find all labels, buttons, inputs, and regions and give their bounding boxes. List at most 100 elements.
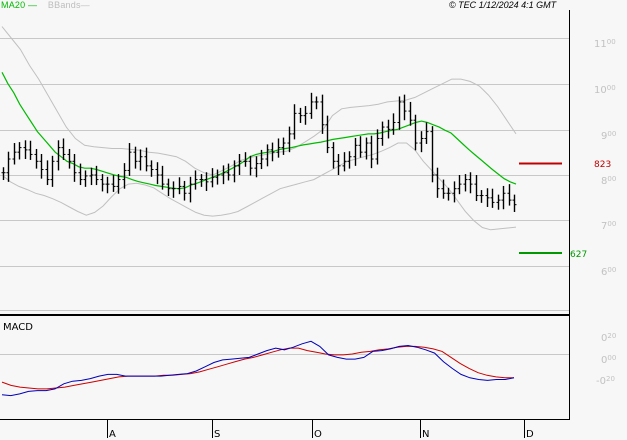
price-bar [457, 175, 462, 195]
y-tick-800: 800 [601, 175, 616, 187]
price-bar [402, 94, 407, 121]
price-bar [6, 151, 11, 182]
price-bar [270, 142, 275, 162]
price-bar [210, 168, 215, 188]
price-bar [375, 129, 380, 165]
price-bar [177, 177, 182, 195]
price-bar [56, 140, 61, 171]
price-bar [342, 152, 347, 172]
price-bar [232, 160, 237, 183]
price-bar [193, 170, 198, 190]
price-bar [237, 153, 242, 175]
macd-tick-000: 000 [601, 354, 616, 366]
price-bar [133, 146, 138, 169]
price-bar [391, 113, 396, 135]
price-bar [380, 121, 385, 146]
x-tick-sep: S [214, 429, 220, 440]
price-bar [496, 194, 501, 210]
copyright-timestamp: © TEC 1/12/2024 4:1 GMT [449, 0, 557, 10]
price-bar [408, 101, 413, 126]
price-bar [215, 169, 220, 185]
resistance-label: 823 [594, 160, 611, 170]
price-bar [298, 107, 303, 123]
price-bar [512, 194, 517, 212]
price-bar [100, 174, 105, 192]
price-bar [386, 119, 391, 139]
price-bar [281, 137, 286, 155]
price-bar [265, 144, 270, 167]
price-bar [435, 167, 440, 198]
price-bar [127, 143, 132, 176]
price-bar [507, 184, 512, 206]
price-bar [171, 181, 176, 198]
legend-ma20-label: MA20 [1, 0, 26, 10]
y-tick-1100: 1100 [594, 38, 616, 50]
legend-bbands-label: BBands [47, 0, 81, 10]
price-bar [468, 172, 473, 194]
price-bar [182, 180, 187, 201]
price-bar [45, 160, 50, 186]
price-bar [28, 140, 33, 160]
price-bar [199, 174, 204, 187]
price-bar [248, 155, 253, 176]
price-bar [287, 126, 292, 153]
price-bar [155, 162, 160, 185]
price-bar [474, 175, 479, 202]
price-y-axis: 1100 1000 900 800 700 600 [594, 38, 616, 278]
legend-ma20-swatch: — [28, 0, 38, 10]
price-bar [188, 176, 193, 203]
macd-title: MACD [3, 322, 33, 333]
resistance-level: 823 [519, 160, 611, 170]
price-bar [122, 163, 127, 189]
price-bar [276, 138, 281, 158]
price-bar [463, 174, 468, 192]
x-tick-oct: O [314, 429, 322, 440]
macd-lines [1, 340, 515, 397]
macd-tick-neg020: -020 [596, 375, 615, 387]
support-label: 627 [570, 250, 587, 260]
legend-ma20: MA20 — [1, 0, 37, 10]
y-tick-900: 900 [601, 130, 616, 142]
price-bar [61, 138, 66, 160]
price-bar [430, 126, 435, 183]
price-bar [424, 122, 429, 144]
price-bar [364, 137, 369, 160]
price-bar [413, 114, 418, 151]
price-bar [446, 187, 451, 201]
price-bar [369, 135, 374, 169]
price-bars [1, 92, 517, 212]
price-bar [347, 151, 352, 169]
price-bar [479, 190, 484, 203]
price-bar [325, 115, 330, 154]
price-bar [67, 148, 72, 169]
macd-tick-020: 020 [601, 332, 616, 344]
price-bar [34, 148, 39, 169]
price-bar [292, 104, 297, 140]
price-bar [314, 96, 319, 110]
price-bar [226, 163, 231, 181]
price-bar [419, 131, 424, 153]
price-bar [138, 149, 143, 171]
y-tick-700: 700 [601, 220, 616, 232]
macd-y-axis: 020 000 -020 [596, 332, 616, 387]
price-bar [83, 170, 88, 187]
price-bar [358, 136, 363, 158]
price-bar [39, 153, 44, 179]
price-bar [490, 188, 495, 208]
price-bar [111, 175, 116, 192]
price-bar [105, 176, 110, 194]
price-bar [331, 142, 336, 169]
x-axis [107, 420, 525, 438]
price-bar [452, 181, 457, 203]
price-bar [485, 188, 490, 207]
chart-legend: MA20 — BBands — [1, 0, 90, 11]
chart-frame [0, 10, 570, 420]
price-bar [50, 155, 55, 187]
y-tick-1000: 1000 [594, 84, 616, 96]
price-bar [441, 179, 446, 199]
bollinger-bands [1, 26, 517, 231]
price-bar [166, 178, 171, 197]
price-bar [501, 185, 506, 210]
price-bar [397, 96, 402, 130]
